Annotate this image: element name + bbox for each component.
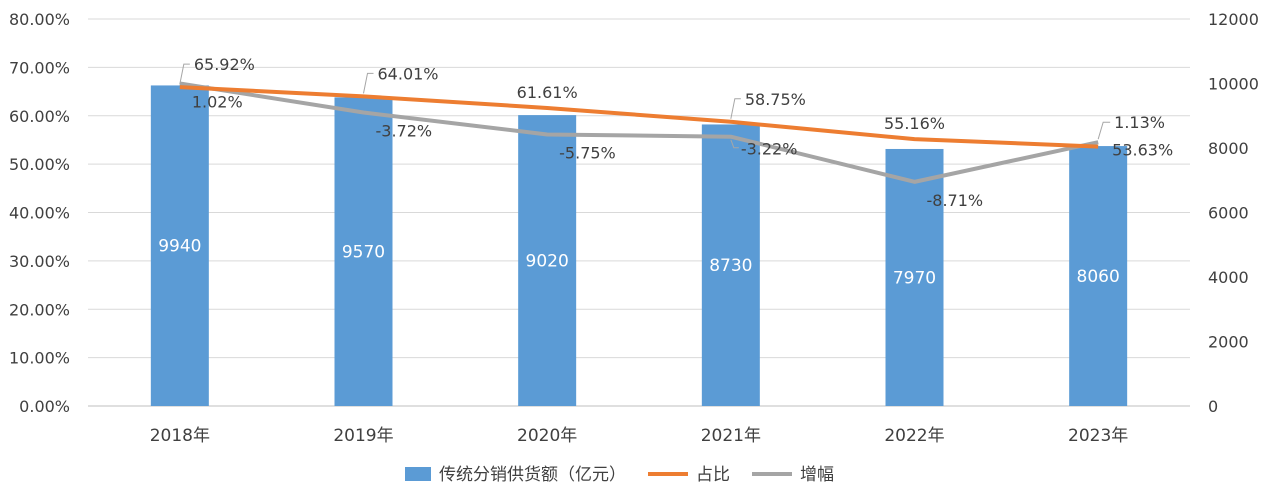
bar: [885, 148, 944, 406]
left-tick-label: 30.00%: [9, 252, 70, 271]
bar-value-label: 9570: [342, 243, 385, 263]
bar-value-label: 9020: [526, 252, 569, 272]
share-label: 55.16%: [884, 114, 945, 133]
share-label: 64.01%: [378, 64, 439, 83]
share-label: 53.63%: [1112, 141, 1173, 160]
bar-value-label: 8060: [1077, 267, 1120, 287]
bar-value-label: 9940: [158, 237, 201, 257]
growth-label: 1.13%: [1114, 113, 1165, 132]
left-tick-label: 0.00%: [19, 397, 70, 416]
growth-label: -3.72%: [376, 122, 433, 141]
legend-label: 增幅: [800, 465, 834, 485]
x-tick-label: 2020年: [517, 426, 577, 446]
legend: 传统分销供货额（亿元） 占比 增幅: [405, 465, 834, 485]
share-label: 61.61%: [517, 83, 578, 102]
label-leader: [730, 139, 739, 149]
x-tick-label: 2018年: [150, 426, 210, 446]
legend-label: 占比: [696, 465, 730, 485]
right-tick-label: 10000: [1208, 75, 1259, 94]
left-tick-label: 60.00%: [9, 107, 70, 126]
left-tick-label: 40.00%: [9, 204, 70, 223]
x-tick-label: 2019年: [333, 426, 393, 446]
grid-lines: [88, 18, 1190, 407]
label-leader: [363, 72, 374, 94]
left-tick-label: 10.00%: [9, 349, 70, 368]
bar-value-label: 8730: [709, 256, 752, 276]
share-line: [179, 85, 1099, 149]
right-tick-label: 0: [1208, 397, 1218, 416]
legend-label: 传统分销供货额（亿元）: [439, 465, 626, 485]
share-label: 65.92%: [194, 55, 255, 74]
label-leader: [730, 98, 741, 119]
right-tick-label: 6000: [1208, 204, 1249, 223]
bar: [518, 115, 577, 406]
right-axis: 0 2000 4000 6000 8000 10000 12000: [1208, 10, 1259, 416]
growth-label: 1.02%: [192, 93, 243, 112]
x-tick-label: 2023年: [1068, 426, 1128, 446]
x-tick-label: 2022年: [884, 426, 944, 446]
bar-series: 9940 9570 9020 8730 7970 8060: [150, 85, 1128, 407]
left-tick-label: 70.00%: [9, 58, 70, 77]
growth-label: -3.22%: [741, 140, 798, 159]
bar: [701, 124, 760, 407]
bar: [1069, 146, 1128, 406]
legend-swatch-bar: [405, 467, 431, 481]
growth-label: -5.75%: [559, 143, 616, 162]
right-tick-label: 12000: [1208, 10, 1259, 29]
right-tick-label: 2000: [1208, 333, 1249, 352]
left-tick-label: 50.00%: [9, 155, 70, 174]
left-tick-label: 80.00%: [9, 10, 70, 29]
left-axis: 0.00% 10.00% 20.00% 30.00% 40.00% 50.00% 60.00…: [9, 10, 70, 416]
share-label: 58.75%: [745, 90, 806, 109]
growth-line: [179, 81, 1099, 184]
right-tick-label: 8000: [1208, 139, 1249, 158]
bar: [334, 97, 393, 407]
label-leader: [179, 63, 190, 85]
right-tick-label: 4000: [1208, 268, 1249, 287]
x-axis: 2018年 2019年 2020年 2021年 2022年 2023年: [150, 426, 1129, 446]
x-tick-label: 2021年: [701, 426, 761, 446]
growth-label: -8.71%: [927, 191, 984, 210]
left-tick-label: 20.00%: [9, 300, 70, 319]
bar-value-label: 7970: [893, 268, 936, 288]
label-leader: [1097, 121, 1111, 140]
bar: [150, 85, 209, 406]
line-series: 65.92% 64.01% 61.61% 58.75% 55.16% 53.63% 1.02…: [179, 55, 1173, 210]
